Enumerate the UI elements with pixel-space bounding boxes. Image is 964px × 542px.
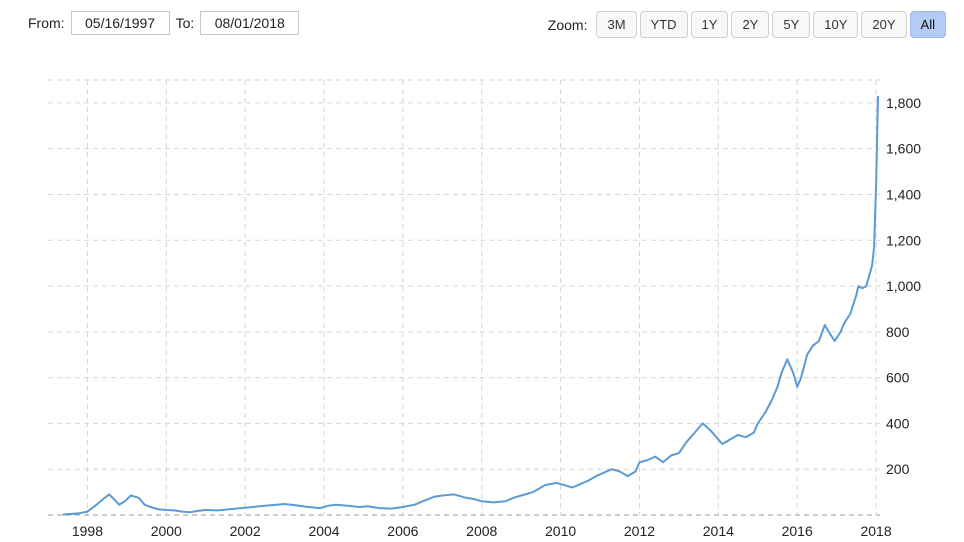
y-tick-label: 1,800 <box>886 95 921 111</box>
zoom-1y-button[interactable]: 1Y <box>690 11 729 38</box>
x-tick-label: 2018 <box>860 523 891 539</box>
x-tick-label: 2004 <box>308 523 339 539</box>
zoom-all-button[interactable]: All <box>909 11 946 38</box>
x-tick-label: 2016 <box>782 523 813 539</box>
x-tick-label: 2014 <box>703 523 734 539</box>
x-tick-label: 2008 <box>466 523 497 539</box>
to-date-input[interactable] <box>200 11 300 35</box>
from-label: From: <box>28 15 65 31</box>
y-tick-label: 800 <box>886 324 910 340</box>
series-line <box>62 95 879 516</box>
zoom-ytd-button[interactable]: YTD <box>639 11 688 38</box>
y-tick-label: 1,600 <box>886 141 921 157</box>
y-tick-label: 400 <box>886 415 910 431</box>
zoom-5y-button[interactable]: 5Y <box>772 11 811 38</box>
to-label: To: <box>175 15 195 31</box>
x-tick-label: 2012 <box>624 523 655 539</box>
x-tick-label: 1998 <box>72 523 103 539</box>
x-tick-label: 2000 <box>151 523 182 539</box>
zoom-selector: Zoom: 3M YTD 1Y 2Y 5Y 10Y 20Y All <box>548 11 946 38</box>
x-tick-label: 2010 <box>545 523 576 539</box>
zoom-10y-button[interactable]: 10Y <box>813 11 859 38</box>
x-tick-label: 2002 <box>230 523 261 539</box>
x-tick-label: 2006 <box>387 523 418 539</box>
y-tick-label: 1,200 <box>886 232 921 248</box>
y-tick-label: 1,400 <box>886 186 921 202</box>
zoom-2y-button[interactable]: 2Y <box>731 11 770 38</box>
y-tick-label: 1,000 <box>886 278 921 294</box>
zoom-20y-button[interactable]: 20Y <box>861 11 907 38</box>
from-date-input[interactable] <box>70 11 170 35</box>
zoom-3m-button[interactable]: 3M <box>596 11 637 38</box>
y-tick-label: 200 <box>886 461 910 477</box>
date-range-selector: From: To: <box>0 11 300 35</box>
y-tick-label: 600 <box>886 370 910 386</box>
grid <box>48 79 880 516</box>
zoom-label: Zoom: <box>547 16 588 33</box>
